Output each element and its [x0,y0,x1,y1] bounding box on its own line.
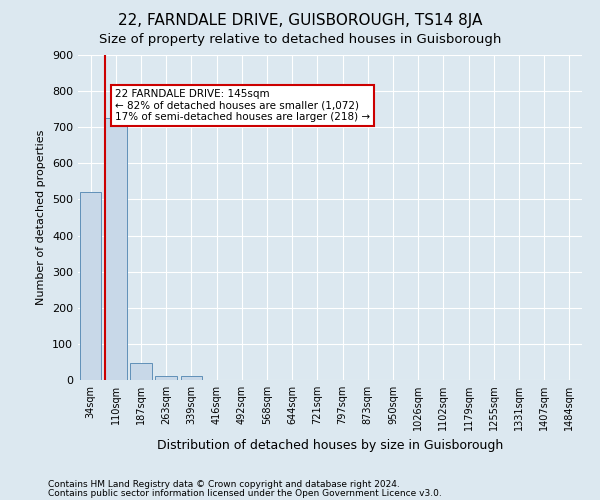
Bar [155,376,177,380]
Bar [181,376,202,380]
Text: Size of property relative to detached houses in Guisborough: Size of property relative to detached ho… [99,32,501,46]
Text: Contains HM Land Registry data © Crown copyright and database right 2024.: Contains HM Land Registry data © Crown c… [48,480,400,489]
Bar [105,118,127,380]
X-axis label: Distribution of detached houses by size in Guisborough: Distribution of detached houses by size … [157,439,503,452]
Bar [130,363,152,380]
Text: 22 FARNDALE DRIVE: 145sqm
← 82% of detached houses are smaller (1,072)
17% of se: 22 FARNDALE DRIVE: 145sqm ← 82% of detac… [115,89,370,122]
Text: Contains public sector information licensed under the Open Government Licence v3: Contains public sector information licen… [48,488,442,498]
Bar [80,192,101,380]
Y-axis label: Number of detached properties: Number of detached properties [37,130,46,305]
Text: 22, FARNDALE DRIVE, GUISBOROUGH, TS14 8JA: 22, FARNDALE DRIVE, GUISBOROUGH, TS14 8J… [118,12,482,28]
